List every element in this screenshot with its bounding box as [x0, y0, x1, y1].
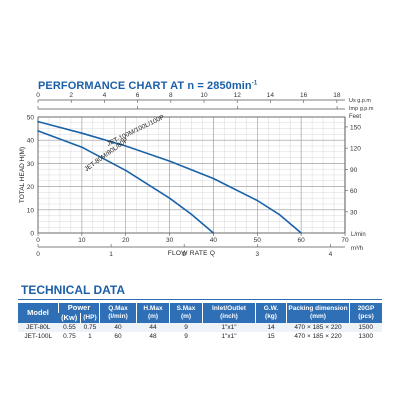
- cell-hmax: 44: [136, 323, 170, 332]
- cell-smax: 9: [169, 323, 203, 332]
- top-axis-1-label: 4: [103, 92, 107, 99]
- header-inlet-label: Inlet/Outlet: [212, 305, 246, 312]
- bottom-axis-2-unit: m³/h: [351, 246, 363, 252]
- cell-20gp: 1300: [349, 332, 382, 341]
- top-axis-2-unit: Imp g.p.m: [349, 106, 374, 112]
- header-power: Power: [58, 303, 100, 313]
- header-20gp-label: 20GP: [357, 305, 375, 312]
- header-smax-label: S.Max: [176, 305, 196, 312]
- header-hmax-label: H.Max: [143, 305, 163, 312]
- right-tick-label: 60: [350, 188, 358, 195]
- header-smax: S.Max (m): [169, 303, 203, 323]
- bottom-axis-2-label: 1: [109, 251, 113, 258]
- title-divider: [18, 299, 382, 300]
- right-tick-label: 90: [350, 167, 358, 174]
- x-tick-label: 20: [122, 237, 130, 244]
- top-axis-1-label: 14: [267, 92, 275, 99]
- top-axis-1-label: 0: [36, 92, 40, 99]
- y-tick-label: 50: [27, 115, 35, 122]
- bottom-axis-2-label: 2: [182, 251, 186, 258]
- header-packing-label: Packing dimension: [288, 305, 348, 312]
- right-tick-label: 150: [350, 124, 361, 131]
- cell-packing: 470 × 185 × 220: [286, 323, 350, 332]
- y-tick-label: 20: [27, 184, 35, 191]
- header-20gp: 20GP (pcs): [349, 303, 382, 323]
- header-20gp-unit: (pcs): [358, 313, 374, 320]
- y-axis-title: TOTAL HEAD H(M): [19, 147, 26, 203]
- cell-inlet: 1"x1": [202, 323, 256, 332]
- header-kw: (Kw): [58, 313, 81, 323]
- chart-title: PERFORMANCE CHART AT n = 2850min-1: [38, 80, 257, 92]
- series-line-jet-100: [37, 120, 302, 234]
- x-tick-label: 50: [254, 237, 262, 244]
- header-packing-unit: (mm): [310, 313, 326, 320]
- x-tick-label: 40: [210, 237, 218, 244]
- table-row: JET-100L 0.75 1 60 48 9 1"x1" 15 470 × 1…: [18, 332, 382, 341]
- bottom-axis-2-label: 3: [255, 251, 259, 258]
- right-tick-label: 30: [350, 209, 358, 216]
- cell-hp: 1: [80, 332, 100, 341]
- bottom-axis-2-label: 4: [329, 251, 333, 258]
- header-gw-unit: (kg): [265, 313, 277, 320]
- header-model: Model: [18, 303, 59, 323]
- header-hmax-unit: (m): [147, 313, 159, 320]
- header-smax-unit: (m): [180, 313, 192, 320]
- right-tick-label: 120: [350, 146, 361, 153]
- header-gw-label: G.W.: [263, 305, 279, 312]
- y-tick-label: 40: [27, 138, 35, 145]
- header-gw: G.W. (kg): [255, 303, 287, 323]
- y-tick-label: 0: [30, 231, 34, 238]
- cell-hmax: 48: [136, 332, 170, 341]
- top-axis-1-unit: Us g.p.m: [349, 98, 371, 104]
- cell-smax: 9: [169, 332, 203, 341]
- x-tick-label: 30: [166, 237, 174, 244]
- cell-qmax: 60: [99, 332, 137, 341]
- cell-inlet: 1"x1": [202, 332, 256, 341]
- cell-packing: 470 × 185 × 220: [286, 332, 350, 341]
- right-unit-label: Feet: [349, 114, 361, 120]
- x-tick-label: 10: [78, 237, 86, 244]
- x-tick-label: 70: [341, 237, 349, 244]
- technical-data-title: TECHNICAL DATA: [21, 283, 125, 297]
- top-axis-1-label: 18: [333, 92, 341, 99]
- header-hmax: H.Max (m): [136, 303, 170, 323]
- cell-gw: 14: [255, 323, 287, 332]
- top-axis-1-label: 16: [300, 92, 308, 99]
- header-packing: Packing dimension (mm): [286, 303, 350, 323]
- header-qmax-unit: (l/min): [108, 313, 128, 320]
- cell-hp: 0.75: [80, 323, 100, 332]
- top-axis-1-label: 10: [200, 92, 208, 99]
- table-header-row: Model Power Q.Max (l/min) H.Max (m) S.Max(…: [18, 303, 382, 323]
- cell-model: JET-100L: [18, 332, 59, 341]
- top-axis-1-label: 6: [136, 92, 140, 99]
- x-unit-label: L/min: [351, 232, 366, 238]
- top-axis-1-label: 8: [169, 92, 173, 99]
- x-tick-label: 60: [298, 237, 306, 244]
- header-hp: (HP): [79, 313, 100, 323]
- top-axis-1-label: 2: [69, 92, 73, 99]
- cell-gw: 15: [255, 332, 287, 341]
- cell-qmax: 40: [99, 323, 137, 332]
- header-inlet-unit: (inch): [220, 313, 238, 320]
- header-inlet: Inlet/Outlet (inch): [202, 303, 256, 323]
- y-tick-label: 10: [27, 207, 35, 214]
- top-axis-1-label: 12: [234, 92, 242, 99]
- chart-title-text: PERFORMANCE CHART AT n = 2850min: [38, 80, 252, 92]
- cell-kw: 0.75: [58, 332, 81, 341]
- table-row: JET-80L 0.55 0.75 40 44 9 1"x1" 14 470 ×…: [18, 323, 382, 332]
- table-subheader-row: (Kw) (HP): [18, 313, 382, 323]
- cell-model: JET-80L: [18, 323, 59, 332]
- cell-kw: 0.55: [58, 323, 81, 332]
- series-line-jet-80: [37, 130, 215, 234]
- technical-data-table: Model Power Q.Max (l/min) H.Max (m) S.Max(…: [18, 303, 382, 341]
- header-qmax: Q.Max (l/min): [99, 303, 137, 323]
- chart-title-exponent: -1: [251, 80, 258, 87]
- x-axis-title: FLOW RATE Q: [168, 250, 216, 257]
- bottom-axis-2-label: 0: [36, 251, 40, 258]
- cell-20gp: 1500: [349, 323, 382, 332]
- x-tick-label: 0: [36, 237, 40, 244]
- y-tick-label: 30: [27, 161, 35, 168]
- header-qmax-label: Q.Max: [108, 305, 128, 312]
